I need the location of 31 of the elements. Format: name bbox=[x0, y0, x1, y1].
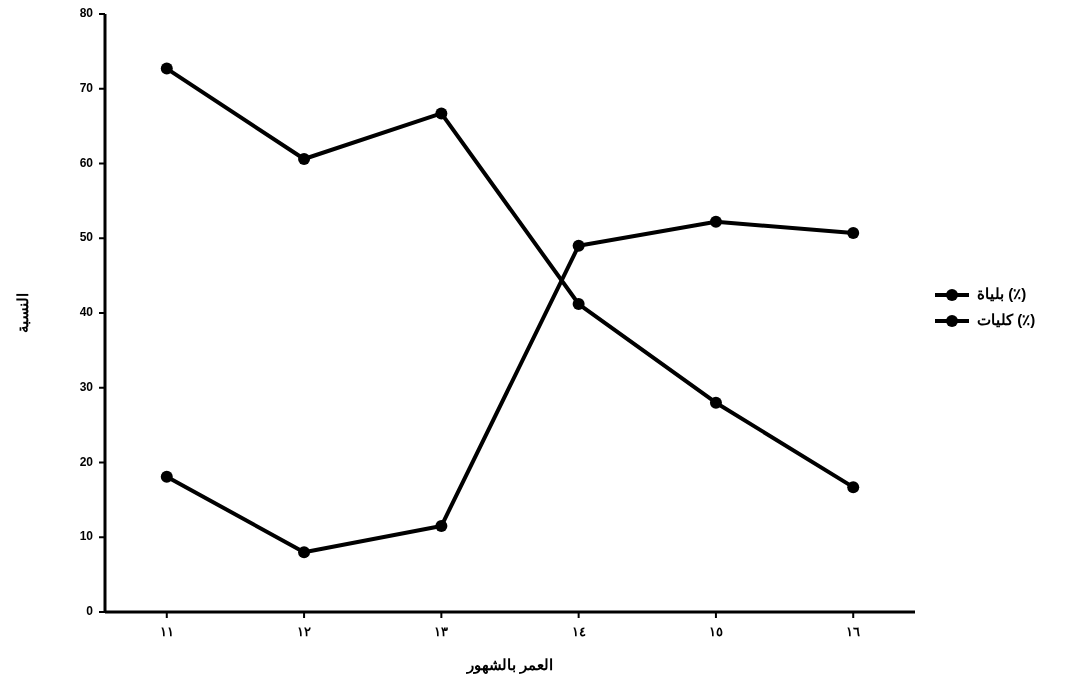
legend-label: بلياة (٪) bbox=[977, 284, 1027, 302]
x-tick-label: ١٦ bbox=[846, 624, 861, 639]
x-tick-label: ١٢ bbox=[297, 624, 312, 639]
point bbox=[572, 298, 585, 311]
point bbox=[435, 520, 448, 533]
point bbox=[160, 470, 173, 483]
y-axis-title: النسبة bbox=[14, 293, 31, 333]
y-tick-label: 80 bbox=[79, 6, 94, 21]
y-tick-label: 30 bbox=[79, 379, 94, 394]
point bbox=[709, 215, 722, 228]
y-tick-label: 50 bbox=[79, 230, 94, 245]
x-tick-label: ١١ bbox=[159, 624, 174, 639]
y-tick-label: 60 bbox=[79, 155, 94, 170]
point bbox=[847, 227, 860, 240]
y-tick-label: 20 bbox=[79, 454, 94, 469]
point bbox=[572, 239, 585, 252]
x-tick-label: ١٤ bbox=[571, 624, 586, 639]
point bbox=[847, 481, 860, 494]
y-tick-label: 0 bbox=[86, 604, 94, 619]
point bbox=[435, 107, 448, 120]
x-tick-label: ١٣ bbox=[434, 624, 449, 639]
point bbox=[709, 396, 722, 409]
y-tick-label: 40 bbox=[79, 305, 94, 320]
point bbox=[298, 546, 311, 559]
y-tick-label: 10 bbox=[79, 529, 94, 544]
y-tick-label: 70 bbox=[79, 80, 94, 95]
point bbox=[298, 153, 311, 166]
legend-label: كليات (٪) bbox=[977, 310, 1036, 328]
x-tick-label: ١٥ bbox=[708, 624, 723, 639]
point bbox=[160, 62, 173, 75]
x-axis-title: العمر بالشهور bbox=[465, 656, 554, 674]
